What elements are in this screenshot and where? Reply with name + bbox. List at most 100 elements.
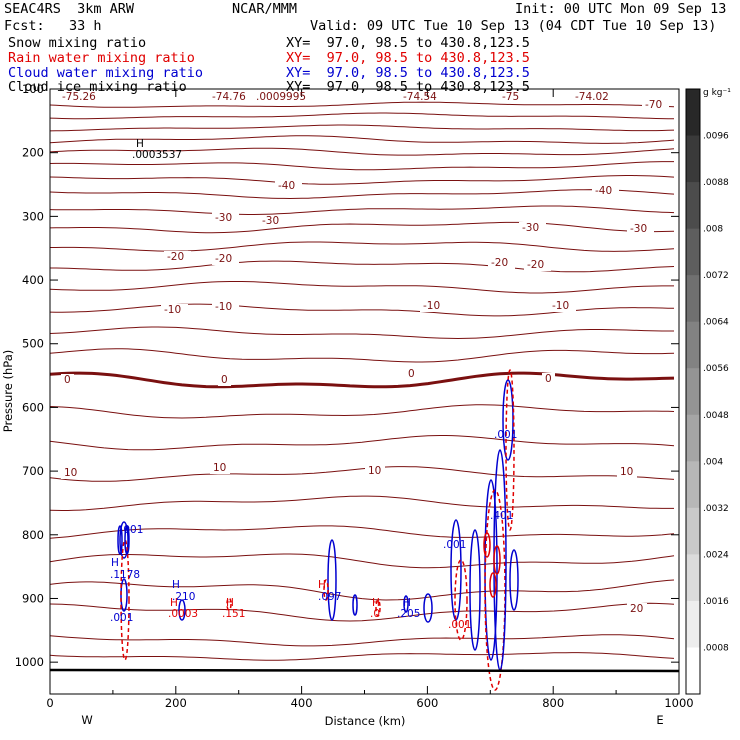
contour-label-bg <box>218 374 231 386</box>
contour-label: 10 <box>365 465 385 477</box>
hydrometeor-contour <box>484 479 498 661</box>
field-xy-cloud-water: XY= 97.0, 98.5 to 430.8,123.5 <box>286 65 530 81</box>
contour-label: -30 <box>519 222 546 234</box>
surface-line <box>49 668 680 673</box>
colorbar-frame <box>685 88 701 695</box>
annotation-label: .210 <box>172 591 195 603</box>
colorbar-band <box>686 461 700 509</box>
temperature-contour <box>49 348 675 363</box>
forecast-hour: Fcst: 33 h <box>4 18 102 34</box>
temperature-contour <box>49 466 675 482</box>
colorbar: .0096 .0088 .008 .0072 .0064 .0056 .0048 .004 .0… <box>685 88 731 695</box>
annotation-label: .1178 <box>110 569 140 581</box>
temperature-contour <box>50 260 675 273</box>
contour-label-bg <box>420 300 447 312</box>
contour-label-bg <box>549 300 576 312</box>
colorbar-band <box>686 507 700 555</box>
contour-label-text: -10 <box>552 300 569 312</box>
annotation-label: .0003537 <box>132 149 182 161</box>
colorbar-band <box>686 275 700 323</box>
colorbar-tick-label: .0072 <box>703 271 729 281</box>
hydrometeor-contour <box>509 549 519 611</box>
colorbar-unit: g kg⁻¹ <box>703 88 731 98</box>
contour-label: 10 <box>61 467 81 479</box>
y-tick-label: 500 <box>22 337 44 351</box>
y-tick-label: 600 <box>22 400 44 414</box>
colorbar-tick-label: .0048 <box>703 411 729 421</box>
contour-label-bg <box>488 257 515 269</box>
temperature-contour <box>49 602 675 622</box>
label-layer: -70 -40 -40 -30 -30 -30 -30 -20 -20 -20 -20 -10 -10 -… <box>61 91 669 631</box>
hydrometeor-contour <box>483 532 491 558</box>
contour-label: -10 <box>549 300 576 312</box>
contour-label-bg <box>210 462 230 474</box>
temperature-contour <box>49 553 675 569</box>
colorbar-band <box>686 321 700 369</box>
contour-label-text: -40 <box>595 185 612 197</box>
contour-label: 20 <box>627 603 647 615</box>
contour-label: 0 <box>61 374 74 386</box>
y-tick-label: 900 <box>22 591 44 605</box>
contour-label: -20 <box>488 257 515 269</box>
annotation-label: .001 <box>110 612 133 624</box>
axes-layer: 0 200 400 600 800 100010020030040050060070080… <box>1 82 694 728</box>
extrema-label: -75.26 <box>62 91 96 103</box>
temperature-contour <box>49 371 675 389</box>
annotation-label: H <box>111 557 119 569</box>
field-name-cloud-water: Cloud water mixing ratio <box>8 65 204 81</box>
contour-label-bg <box>161 304 188 316</box>
temperature-contour <box>49 135 675 144</box>
temperature-contour <box>49 404 675 419</box>
contour-label-bg <box>627 223 654 235</box>
colorbar-tick-label: .0008 <box>703 643 729 653</box>
hydrometeor-contour <box>120 539 130 661</box>
hydrometeor-contour <box>120 578 128 612</box>
contour-label-bg <box>259 215 286 227</box>
colorbar-band <box>686 182 700 230</box>
contour-label-bg <box>61 374 74 386</box>
contour-label-text: 10 <box>620 466 633 478</box>
contour-label: 0 <box>218 374 231 386</box>
hydrometeor-contour <box>117 525 123 555</box>
y-tick-label: 400 <box>22 273 44 287</box>
contour-label-bg <box>524 259 551 271</box>
x-tick-label: 400 <box>291 696 313 710</box>
extrema-label: -75 <box>502 91 519 103</box>
contour-label-bg <box>275 180 302 192</box>
colorbar-band <box>686 647 700 695</box>
hydrometeor-contour <box>493 545 501 575</box>
extrema-label: -74.54 <box>403 91 437 103</box>
org-label: NCAR/MMM <box>232 1 298 17</box>
hydrometeor-contour <box>502 379 514 461</box>
hydrometeor-contour <box>323 579 329 601</box>
contour-label-text: -30 <box>522 222 539 234</box>
contour-label-bg <box>617 466 637 478</box>
contour-label-text: 20 <box>630 603 643 615</box>
annotation-label: H <box>170 597 178 609</box>
contour-label-bg <box>164 251 191 263</box>
field-xy-rain: XY= 97.0, 98.5 to 430.8,123.5 <box>286 50 530 66</box>
contour-label: -10 <box>212 301 239 313</box>
annotation-label: H <box>172 579 180 591</box>
x-tick-label: 600 <box>416 696 438 710</box>
temperature-contour <box>49 112 674 120</box>
temperature-contour <box>49 175 675 185</box>
contour-label: -30 <box>627 223 654 235</box>
hydrometeor-contour <box>450 519 462 621</box>
field-name-rain: Rain water mixing ratio <box>8 50 195 66</box>
temperature-contour <box>49 221 675 234</box>
colorbar-band <box>686 135 700 183</box>
init-time: Init: 00 UTC Mon 09 Sep 13 <box>515 1 727 17</box>
contour-label-bg <box>365 465 385 477</box>
contour-label-text: -30 <box>630 223 647 235</box>
extrema-label: .0009995 <box>256 91 306 103</box>
temperature-contour <box>49 579 675 601</box>
contour-label-text: -40 <box>278 180 295 192</box>
annotation-label: .001 <box>120 524 143 536</box>
temperature-contour <box>49 161 674 171</box>
extrema-label: -74.76 <box>212 91 246 103</box>
contour-label-text: -70 <box>645 99 662 111</box>
contour-label-bg <box>519 222 546 234</box>
colorbar-tick-label: .0032 <box>703 504 729 514</box>
colorbar-tick-label: .0096 <box>703 132 729 142</box>
